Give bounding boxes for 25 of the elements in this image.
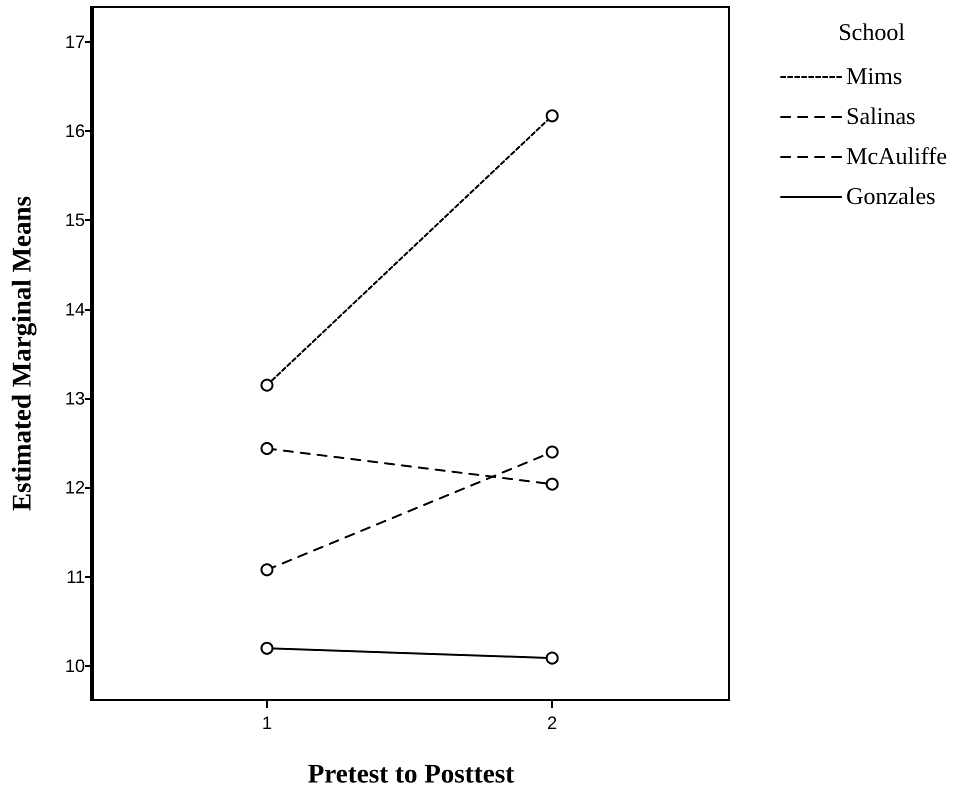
legend-label: Gonzales: [846, 184, 936, 210]
y-axis-title: Estimated Marginal Means: [6, 196, 36, 511]
point: [260, 442, 274, 455]
x-tick-label: 1: [262, 713, 272, 733]
point: [546, 446, 559, 459]
y-tick-label: 10: [64, 656, 85, 676]
point: [546, 478, 559, 491]
y-tick-label: 17: [64, 32, 85, 52]
y-tick-label: 13: [64, 388, 85, 409]
legend-label: Mims: [846, 64, 902, 90]
point: [546, 652, 559, 665]
y-tick-label: 16: [64, 120, 85, 141]
y-tick-label: 12: [64, 478, 85, 498]
y-tick-label: 15: [64, 210, 85, 230]
point: [260, 563, 274, 576]
x-tick-label: 2: [547, 713, 558, 733]
legend-label: McAuliffe: [846, 144, 948, 170]
y-tick-label: 11: [66, 566, 85, 587]
y-tick-label: 14: [64, 299, 85, 320]
legend-title: School: [838, 20, 906, 46]
legend-label: Salinas: [846, 104, 916, 130]
point: [260, 378, 274, 392]
point: [260, 642, 274, 655]
x-axis-title: Pretest to Posttest: [308, 758, 514, 788]
point: [546, 109, 559, 122]
